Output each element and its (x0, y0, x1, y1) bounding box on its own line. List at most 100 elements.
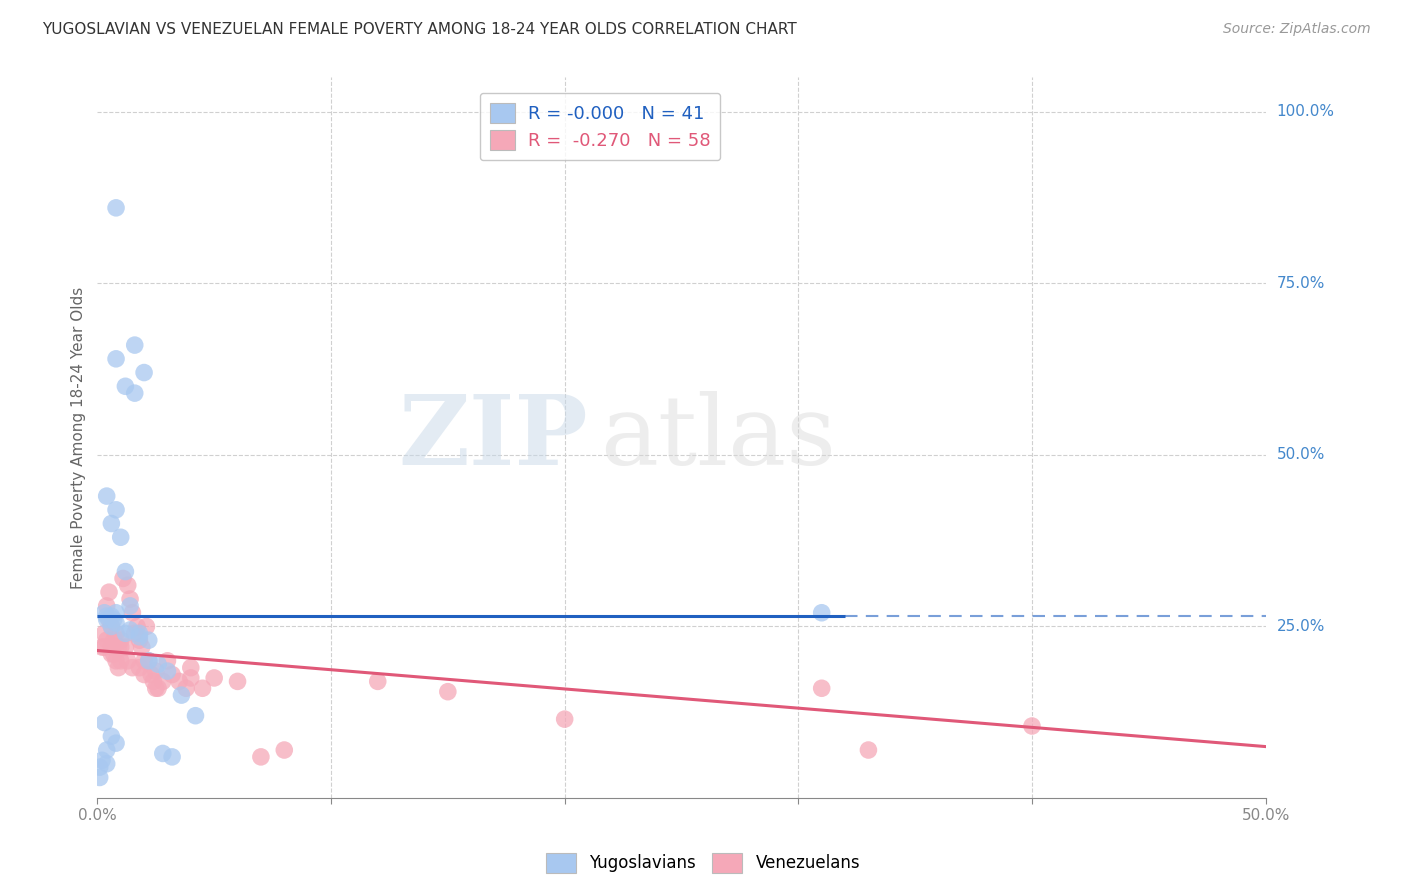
Point (96, 599, 118, 613)
Point (250, 750, 273, 764)
Point (98, 613, 121, 627)
Point (132, 667, 155, 681)
Point (120, 623, 142, 637)
Legend: R = -0.000   N = 41, R =  -0.270   N = 58: R = -0.000 N = 41, R = -0.270 N = 58 (479, 93, 720, 161)
Point (114, 565, 136, 579)
Point (810, 681, 832, 696)
Point (96, 609, 118, 624)
Point (152, 674, 174, 689)
Text: 75.0%: 75.0% (1277, 276, 1324, 291)
Point (110, 633, 132, 648)
Point (138, 654, 160, 668)
Point (146, 681, 169, 696)
Point (160, 750, 183, 764)
Point (112, 571, 135, 585)
Point (128, 626, 150, 640)
Point (121, 606, 143, 620)
Point (131, 640, 153, 654)
Point (114, 640, 136, 654)
Point (96, 743, 118, 757)
Point (105, 615, 128, 630)
Point (138, 633, 160, 648)
Point (174, 681, 197, 696)
Y-axis label: Female Poverty Among 18-24 Year Olds: Female Poverty Among 18-24 Year Olds (72, 286, 86, 589)
Point (124, 626, 146, 640)
Text: 50.0%: 50.0% (1277, 448, 1324, 462)
Point (100, 647, 122, 661)
Point (128, 633, 150, 648)
Point (105, 736, 128, 750)
Point (125, 619, 148, 633)
Point (103, 647, 125, 661)
Point (100, 619, 122, 633)
Point (146, 657, 169, 672)
Text: 100.0%: 100.0% (1277, 104, 1334, 120)
Point (114, 379, 136, 393)
Point (114, 626, 136, 640)
Point (105, 626, 128, 640)
Point (135, 619, 157, 633)
Point (554, 712, 576, 726)
Point (128, 630, 150, 644)
Point (103, 633, 125, 648)
Point (96, 613, 118, 627)
Point (103, 613, 125, 627)
Point (142, 674, 165, 689)
Text: atlas: atlas (600, 391, 835, 484)
Point (184, 708, 207, 723)
Point (100, 619, 122, 633)
Point (1021, 719, 1043, 733)
Point (93, 626, 115, 640)
Point (105, 351, 128, 366)
Point (96, 633, 118, 648)
Point (105, 654, 128, 668)
Point (120, 599, 142, 613)
Point (156, 664, 179, 678)
Point (100, 640, 122, 654)
Point (167, 674, 190, 689)
Point (128, 661, 150, 675)
Point (117, 654, 139, 668)
Point (180, 671, 202, 685)
Point (93, 715, 115, 730)
Point (91, 640, 114, 654)
Point (100, 516, 122, 531)
Point (121, 661, 143, 675)
Point (89, 771, 111, 785)
Point (110, 640, 132, 654)
Point (107, 661, 129, 675)
Point (100, 609, 122, 624)
Point (105, 606, 128, 620)
Point (105, 201, 128, 215)
Point (170, 688, 193, 702)
Point (98, 585, 121, 599)
Point (100, 729, 122, 743)
Point (132, 654, 155, 668)
Point (138, 654, 160, 668)
Point (145, 664, 167, 678)
Point (156, 654, 179, 668)
Point (120, 592, 142, 607)
Point (437, 684, 460, 698)
Text: 25.0%: 25.0% (1277, 619, 1324, 634)
Point (124, 386, 146, 401)
Point (139, 667, 162, 681)
Text: Source: ZipAtlas.com: Source: ZipAtlas.com (1223, 22, 1371, 37)
Point (105, 503, 128, 517)
Point (858, 743, 880, 757)
Point (152, 747, 174, 761)
Point (110, 654, 132, 668)
Point (93, 640, 115, 654)
Point (117, 578, 139, 592)
Point (96, 489, 118, 503)
Point (110, 530, 132, 544)
Point (124, 338, 146, 352)
Point (107, 640, 129, 654)
Point (273, 743, 295, 757)
Point (91, 753, 114, 767)
Point (810, 606, 832, 620)
Point (89, 760, 111, 774)
Point (96, 756, 118, 771)
Text: YUGOSLAVIAN VS VENEZUELAN FEMALE POVERTY AMONG 18-24 YEAR OLDS CORRELATION CHART: YUGOSLAVIAN VS VENEZUELAN FEMALE POVERTY… (42, 22, 797, 37)
Text: ZIP: ZIP (398, 391, 588, 484)
